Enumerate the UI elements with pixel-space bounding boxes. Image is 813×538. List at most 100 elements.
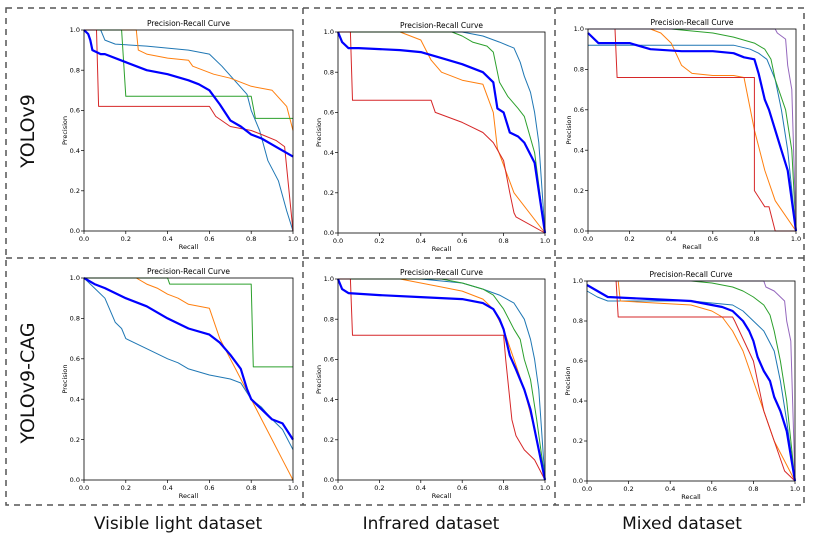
series-line-green bbox=[84, 29, 293, 119]
column-label-visible: Visible light dataset bbox=[93, 514, 263, 534]
x-tick-label: 0.2 bbox=[121, 235, 131, 243]
pr-chart-5: 0.0 0.2 0.4 0.6 0.8 1.0 0.0 0.2 0.4 0.6 0.8 1.0 Prec… bbox=[315, 268, 550, 500]
x-tick-label: 0.6 bbox=[457, 237, 467, 245]
y-tick-label: 0.6 bbox=[574, 106, 584, 114]
x-tick-label: 0.0 bbox=[333, 484, 343, 492]
y-tick-label: 0.6 bbox=[70, 355, 80, 363]
y-axis-label: Precision bbox=[564, 366, 572, 395]
series-line-red bbox=[588, 28, 796, 232]
plot-area-frame bbox=[83, 29, 294, 232]
x-tick-label: 0.8 bbox=[246, 235, 256, 243]
series-line-all bbox=[336, 31, 547, 234]
x-tick-label: 0.2 bbox=[623, 485, 633, 493]
x-axis-label: Recall bbox=[432, 245, 452, 253]
x-axis-label: Recall bbox=[179, 243, 199, 251]
x-tick-label: 1.0 bbox=[288, 484, 298, 492]
series-line-all bbox=[83, 277, 294, 441]
y-tick-label: 0.2 bbox=[70, 436, 80, 444]
x-tick-label: 0.0 bbox=[79, 235, 89, 243]
series-line-all bbox=[587, 32, 798, 232]
plot-area-frame bbox=[337, 31, 546, 234]
x-tick-label: 0.4 bbox=[666, 235, 676, 243]
x-tick-label: 0.4 bbox=[416, 237, 426, 245]
series-line-red bbox=[84, 29, 294, 232]
y-tick-label: 0.2 bbox=[324, 436, 334, 444]
chart-title: Precision-Recall Curve bbox=[400, 268, 483, 277]
x-tick-label: 1.0 bbox=[540, 237, 550, 245]
x-tick-label: 0.6 bbox=[204, 484, 214, 492]
series-line-orange bbox=[338, 278, 546, 481]
outer-dashed-border bbox=[5, 7, 805, 506]
row-label-top: YOLOv9 bbox=[17, 94, 39, 168]
y-tick-label: 1.0 bbox=[324, 28, 334, 36]
x-tick-label: 0.8 bbox=[749, 235, 759, 243]
x-tick-label: 0.8 bbox=[498, 484, 508, 492]
y-tick-label: 0.4 bbox=[324, 149, 334, 157]
y-tick-label: 0.6 bbox=[324, 109, 334, 117]
x-tick-label: 0.0 bbox=[583, 235, 593, 243]
y-tick-label: 0.0 bbox=[70, 476, 80, 484]
x-tick-label: 0.2 bbox=[121, 484, 131, 492]
series-line-orange bbox=[338, 31, 546, 234]
series-line-red bbox=[338, 31, 546, 234]
x-tick-label: 0.6 bbox=[457, 484, 467, 492]
y-tick-label: 0.2 bbox=[573, 437, 583, 445]
y-tick-label: 0.6 bbox=[573, 357, 583, 365]
x-tick-label: 0.4 bbox=[665, 485, 675, 493]
y-tick-label: 1.0 bbox=[573, 277, 583, 285]
series-line-blue bbox=[338, 31, 546, 234]
y-tick-label: 0.0 bbox=[574, 227, 584, 235]
y-axis-label: Precision bbox=[61, 116, 69, 145]
y-axis-label: Precision bbox=[315, 118, 323, 147]
series-line-orange bbox=[84, 277, 294, 481]
y-tick-label: 1.0 bbox=[70, 274, 80, 282]
y-tick-label: 0.2 bbox=[574, 187, 584, 195]
y-tick-label: 0.4 bbox=[70, 395, 80, 403]
x-tick-label: 0.0 bbox=[79, 484, 89, 492]
x-tick-label: 0.2 bbox=[374, 237, 384, 245]
chart-title: Precision-Recall Curve bbox=[400, 21, 483, 30]
y-tick-label: 0.4 bbox=[573, 397, 583, 405]
y-tick-label: 0.0 bbox=[573, 477, 583, 485]
series-line-orange bbox=[84, 29, 294, 131]
pr-chart-1: 0.0 0.2 0.4 0.6 0.8 1.0 0.0 0.2 0.4 0.6 0.8 1.0 Prec… bbox=[61, 19, 298, 251]
x-tick-label: 0.6 bbox=[708, 235, 718, 243]
y-tick-label: 0.8 bbox=[324, 68, 334, 76]
y-tick-label: 1.0 bbox=[324, 275, 334, 283]
y-tick-label: 0.8 bbox=[70, 66, 80, 74]
x-tick-label: 0.8 bbox=[498, 237, 508, 245]
series-line-purple bbox=[587, 280, 796, 482]
y-tick-label: 0.6 bbox=[324, 356, 334, 364]
x-axis-label: Recall bbox=[681, 493, 701, 501]
y-tick-label: 0.8 bbox=[70, 315, 80, 323]
pr-chart-2: 0.0 0.2 0.4 0.6 0.8 1.0 0.0 0.2 0.4 0.6 0.8 1.0 Prec… bbox=[315, 21, 550, 253]
y-axis-label: Precision bbox=[61, 364, 69, 393]
chart-title: Precision-Recall Curve bbox=[147, 267, 230, 276]
x-tick-label: 0.6 bbox=[707, 485, 717, 493]
row-label-bottom: YOLOv9-CAG bbox=[17, 322, 39, 444]
y-tick-label: 0.6 bbox=[70, 107, 80, 115]
series-line-all bbox=[83, 29, 294, 158]
x-tick-label: 0.0 bbox=[582, 485, 592, 493]
x-tick-label: 0.8 bbox=[246, 484, 256, 492]
y-tick-label: 0.0 bbox=[324, 229, 334, 237]
y-tick-label: 1.0 bbox=[70, 26, 80, 34]
plot-area-frame bbox=[586, 280, 796, 482]
x-axis-label: Recall bbox=[179, 492, 199, 500]
series-line-green bbox=[338, 31, 546, 234]
x-tick-label: 1.0 bbox=[791, 235, 801, 243]
x-tick-label: 1.0 bbox=[288, 235, 298, 243]
pr-chart-4: 0.0 0.2 0.4 0.6 0.8 1.0 0.0 0.2 0.4 0.6 0.8 1.0 Prec… bbox=[61, 267, 298, 500]
series-line-blue bbox=[586, 290, 796, 482]
x-axis-label: Recall bbox=[432, 492, 452, 500]
x-tick-label: 1.0 bbox=[790, 485, 800, 493]
chart-title: Precision-Recall Curve bbox=[649, 270, 732, 279]
x-tick-label: 0.0 bbox=[333, 237, 343, 245]
y-tick-label: 0.2 bbox=[324, 189, 334, 197]
y-axis-label: Precision bbox=[315, 365, 323, 394]
chart-title: Precision-Recall Curve bbox=[147, 19, 230, 28]
x-tick-label: 0.8 bbox=[748, 485, 758, 493]
x-tick-label: 1.0 bbox=[540, 484, 550, 492]
series-line-blue bbox=[588, 44, 797, 232]
